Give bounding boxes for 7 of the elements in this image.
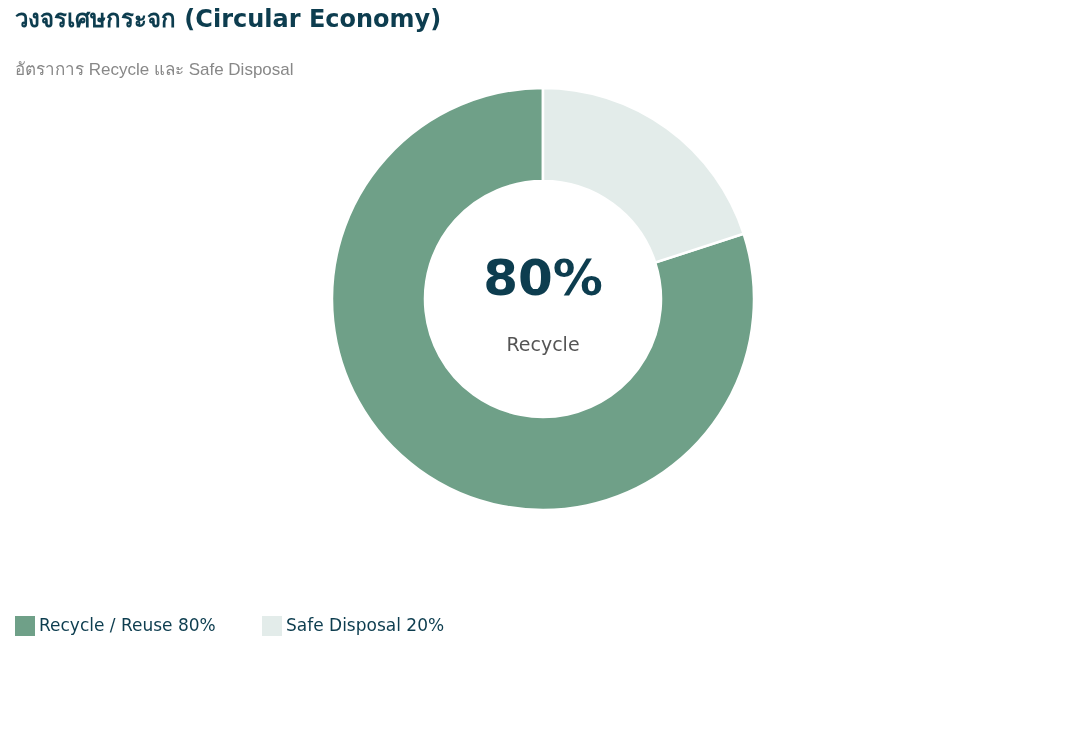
- chart-title: วงจรเศษกระจก (Circular Economy): [15, 5, 442, 33]
- legend-label: Safe Disposal 20%: [286, 615, 445, 635]
- donut-slice: [330, 86, 755, 511]
- chart-subtitle: อัตราการ Recycle และ Safe Disposal: [15, 60, 294, 79]
- text: Recycle: [506, 333, 580, 355]
- legend-label: Recycle / Reuse 80%: [39, 615, 216, 635]
- text: 80%: [483, 249, 603, 307]
